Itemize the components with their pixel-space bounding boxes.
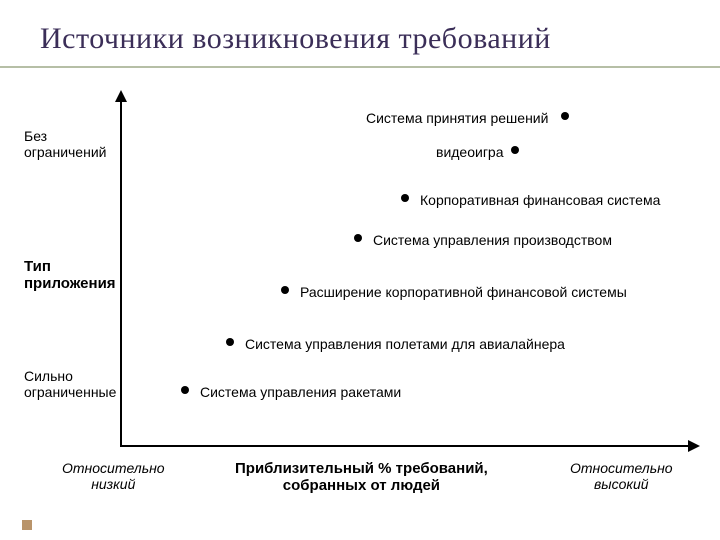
x-left-line1: Относительно (62, 460, 165, 476)
data-point-dot (281, 286, 289, 294)
scatter-diagram: Тип приложения Без ограничений Сильно ог… (10, 80, 710, 510)
y-axis-title-line2: приложения (24, 275, 116, 292)
data-point-label: Расширение корпоративной финансовой сист… (300, 284, 627, 300)
y-axis-line (120, 100, 122, 445)
data-point-label: Система управления производством (373, 232, 612, 248)
data-point-label: Система управления полетами для авиалайн… (245, 336, 565, 352)
data-point-dot (354, 234, 362, 242)
data-point-label: Система управления ракетами (200, 384, 401, 400)
page-title: Источники возникновения требований (40, 22, 551, 56)
y-bot-line2: ограниченные (24, 384, 116, 400)
y-axis-bottom-label: Сильно ограниченные (24, 368, 116, 400)
data-point-dot (561, 112, 569, 120)
y-bot-line1: Сильно (24, 368, 116, 384)
x-right-line1: Относительно (570, 460, 673, 476)
x-title-line2: собранных от людей (235, 477, 488, 494)
y-top-line1: Без (24, 128, 106, 144)
y-axis-arrow (115, 90, 127, 102)
data-point-label: видеоигра (436, 144, 504, 160)
data-point-dot (226, 338, 234, 346)
data-point-dot (511, 146, 519, 154)
data-point-dot (401, 194, 409, 202)
x-axis-title: Приблизительный % требований, собранных … (235, 460, 488, 495)
x-right-line2: высокий (570, 476, 673, 492)
title-underline (0, 66, 720, 68)
x-left-line2: низкий (62, 476, 165, 492)
data-point-dot (181, 386, 189, 394)
x-axis-right-label: Относительно высокий (570, 460, 673, 492)
y-axis-top-label: Без ограничений (24, 128, 106, 160)
slide: Источники возникновения требований Тип п… (0, 0, 720, 540)
slide-bullet-icon (22, 520, 32, 530)
x-title-line1: Приблизительный % требований, (235, 460, 488, 477)
data-point-label: Корпоративная финансовая система (420, 192, 660, 208)
y-top-line2: ограничений (24, 144, 106, 160)
data-point-label: Система принятия решений (366, 110, 548, 126)
y-axis-title-line1: Тип (24, 258, 116, 275)
y-axis-title: Тип приложения (24, 258, 116, 293)
x-axis-left-label: Относительно низкий (62, 460, 165, 492)
x-axis-arrow (688, 440, 700, 452)
x-axis-line (120, 445, 690, 447)
